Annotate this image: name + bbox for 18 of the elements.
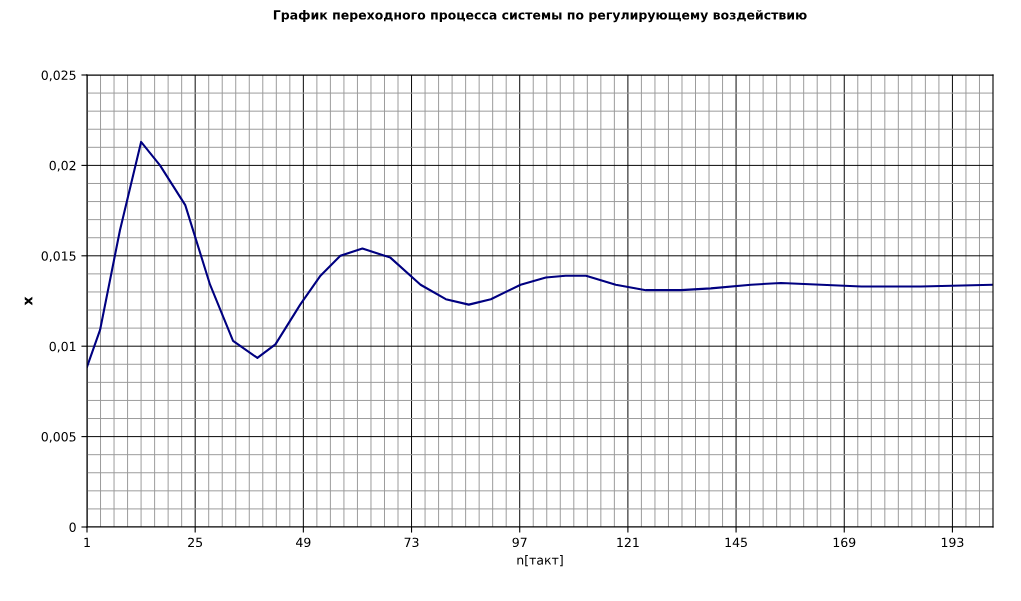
y-tick-label: 0,01: [49, 341, 76, 353]
y-tick-label: 0,015: [41, 251, 76, 262]
x-tick-label: 25: [188, 537, 203, 548]
x-tick-label: 1: [84, 537, 90, 547]
y-tick-label: 0: [69, 522, 76, 532]
x-tick-label: 121: [617, 537, 639, 547]
x-axis-title: n[такт]: [517, 555, 563, 567]
x-tick-label: 73: [404, 537, 419, 548]
y-tick-label: 0,025: [41, 70, 76, 82]
y-tick-label: 0,005: [41, 432, 76, 443]
x-tick-label: 193: [941, 537, 964, 548]
x-tick-label: 49: [296, 537, 311, 548]
x-tick-label: 145: [725, 537, 747, 548]
chart-title: График переходного процесса системы по регулирующему воздействию: [273, 9, 807, 23]
x-tick-label: 97: [512, 537, 527, 548]
y-tick-label: 0,02: [49, 160, 76, 172]
y-axis-title: x: [24, 296, 33, 306]
x-tick-label: 169: [833, 537, 856, 548]
